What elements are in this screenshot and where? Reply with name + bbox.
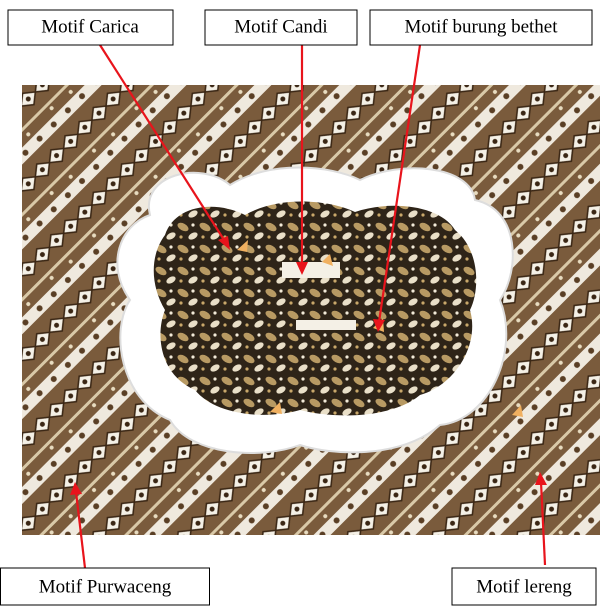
label-box	[204, 9, 358, 46]
arrow	[99, 44, 227, 244]
arrows	[70, 44, 547, 569]
arrowhead	[296, 262, 308, 275]
arrow	[539, 481, 547, 566]
label: Motif lereng	[476, 576, 572, 597]
arrowhead	[70, 482, 82, 495]
label: Motif burung bethet	[404, 16, 558, 37]
label-box	[7, 9, 174, 46]
label: Motif Candi	[234, 16, 327, 37]
arrow	[74, 491, 87, 569]
arrowhead	[218, 236, 230, 250]
arrowhead	[535, 472, 547, 485]
label: Motif Purwaceng	[39, 576, 172, 597]
arrow	[377, 44, 422, 323]
label-box	[369, 9, 593, 46]
batik-photo	[22, 85, 600, 535]
arrowhead	[373, 319, 385, 332]
label-box	[0, 567, 210, 606]
label-box	[451, 567, 597, 606]
label: Motif Carica	[41, 16, 139, 37]
